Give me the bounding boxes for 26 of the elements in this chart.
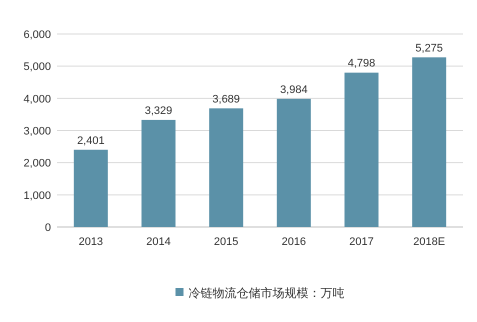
y-tick-label: 5,000 (23, 61, 51, 74)
bar (344, 72, 378, 227)
data-label: 5,275 (415, 42, 443, 54)
x-tick-label: 2013 (78, 236, 104, 248)
y-tick-label: 1,000 (23, 190, 51, 202)
data-label: 3,689 (212, 93, 240, 106)
bar (412, 57, 446, 227)
x-tick-label: 2015 (214, 236, 238, 248)
data-label: 3,984 (280, 84, 308, 96)
y-tick-label: 4,000 (23, 93, 51, 106)
y-tick-label: 0 (44, 222, 51, 234)
data-label: 2,401 (77, 134, 105, 147)
y-tick-label: 3,000 (23, 126, 51, 138)
y-tick-label: 2,000 (23, 158, 51, 170)
x-tick-label: 2017 (349, 236, 374, 248)
bar (142, 120, 176, 227)
bar (74, 150, 108, 227)
data-label: 4,798 (348, 58, 376, 70)
data-label: 3,329 (144, 104, 172, 117)
bar (209, 108, 244, 227)
x-tick-label: 2014 (146, 236, 171, 248)
x-tick-label: 2016 (282, 236, 306, 248)
legend-label: 冷链物流仓储市场规模：万吨 (188, 286, 344, 300)
x-tick-label: 2018E (413, 236, 446, 248)
y-tick-label: 6,000 (23, 29, 51, 41)
bar (276, 98, 311, 227)
